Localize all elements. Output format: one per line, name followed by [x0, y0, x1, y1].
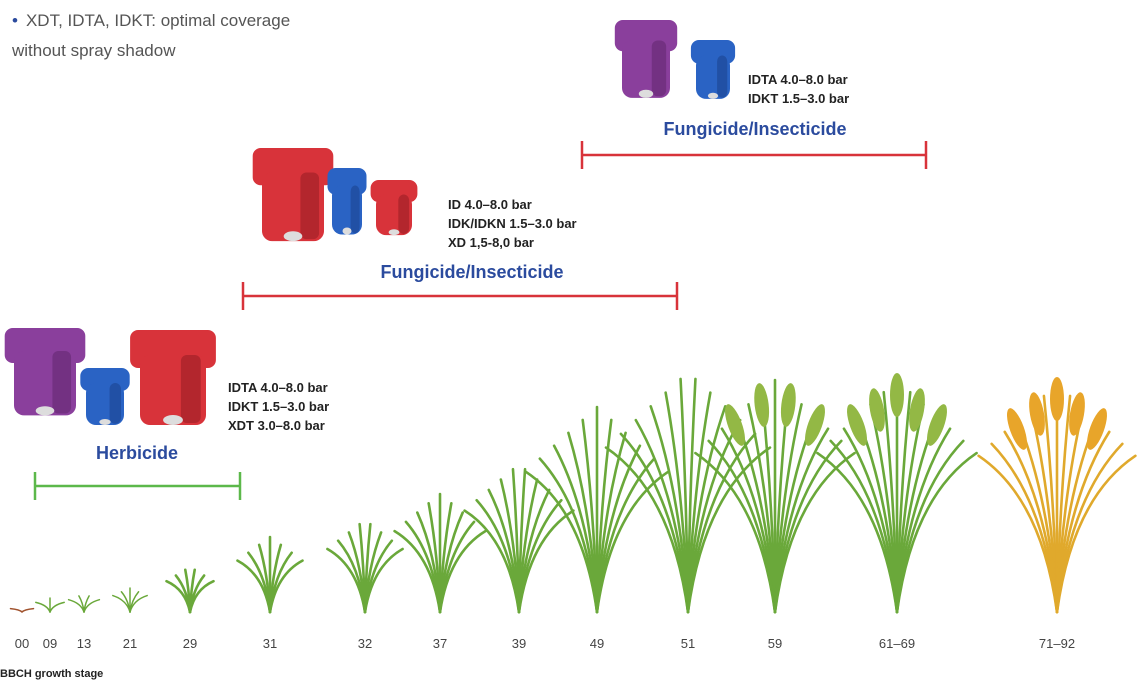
- leaf: [519, 500, 561, 612]
- leaf: [259, 545, 270, 612]
- stage-label: 13: [77, 636, 91, 651]
- nozzle-tip: [708, 93, 718, 99]
- stage-label: 00: [15, 636, 29, 651]
- nozzle: [615, 20, 677, 98]
- nozzle: [5, 328, 86, 415]
- stage-label: 09: [43, 636, 57, 651]
- ear: [1003, 406, 1031, 452]
- leaf: [583, 420, 597, 612]
- pressure-label: IDTA 4.0–8.0 bar: [748, 70, 848, 89]
- nozzle-shade: [110, 383, 121, 424]
- nozzle: [130, 330, 216, 425]
- nozzle: [691, 40, 735, 99]
- plant: [327, 524, 402, 612]
- leaf: [11, 609, 23, 612]
- pressure-label: XD 1,5-8,0 bar: [448, 233, 534, 252]
- plant: [238, 537, 303, 612]
- nozzle-shade: [652, 41, 666, 97]
- leaf: [36, 602, 50, 612]
- illustration: [0, 0, 1137, 684]
- ear: [890, 373, 904, 417]
- stage-label: 37: [433, 636, 447, 651]
- plant: [979, 377, 1136, 612]
- nozzle: [80, 368, 129, 425]
- application-label: Herbicide: [96, 443, 178, 464]
- ear: [721, 402, 749, 448]
- stage-label: 71–92: [1039, 636, 1075, 651]
- nozzle-tip: [639, 90, 653, 98]
- leaf: [79, 596, 84, 612]
- plant: [36, 598, 64, 612]
- nozzle: [371, 180, 418, 235]
- ear: [1050, 377, 1064, 421]
- ear: [923, 402, 951, 448]
- nozzle-tip: [99, 419, 110, 425]
- stage-label: 29: [183, 636, 197, 651]
- nozzle-shade: [717, 56, 727, 98]
- bullet-dot: •XDT, IDTA, IDKT: optimal coverage witho…: [12, 6, 342, 66]
- infographic: •XDT, IDTA, IDKT: optimal coverage witho…: [0, 0, 1137, 684]
- nozzle-shade: [52, 351, 71, 414]
- plant: [69, 596, 100, 612]
- plant: [465, 469, 574, 612]
- nozzle-tip: [163, 415, 183, 425]
- leaf: [50, 602, 64, 612]
- stage-label: 59: [768, 636, 782, 651]
- plant: [11, 609, 34, 612]
- nozzle-tip: [284, 231, 303, 241]
- nozzle-shade: [181, 355, 201, 423]
- nozzle-tip: [343, 228, 352, 235]
- nozzle-shade: [398, 195, 409, 234]
- stage-label: 32: [358, 636, 372, 651]
- leaf: [121, 592, 130, 612]
- axis-label: BBCH growth stage: [0, 668, 103, 680]
- stage-label: 61–69: [879, 636, 915, 651]
- pressure-label: IDTA 4.0–8.0 bar: [228, 378, 328, 397]
- pressure-label: IDKT 1.5–3.0 bar: [748, 89, 849, 108]
- stage-label: 51: [681, 636, 695, 651]
- nozzle-shade: [300, 173, 319, 240]
- application-label: Fungicide/Insecticide: [380, 262, 563, 283]
- ear: [801, 402, 829, 448]
- nozzle-tip: [36, 406, 55, 415]
- leaf: [22, 609, 34, 612]
- pressure-label: ID 4.0–8.0 bar: [448, 195, 532, 214]
- plant: [817, 373, 976, 612]
- stage-label: 39: [512, 636, 526, 651]
- nozzle-tip: [389, 229, 400, 235]
- plant: [113, 588, 147, 612]
- pressure-label: IDKT 1.5–3.0 bar: [228, 397, 329, 416]
- ear: [779, 382, 798, 427]
- nozzle: [328, 168, 367, 235]
- plant: [167, 570, 214, 612]
- nozzle: [253, 148, 334, 241]
- stage-label: 31: [263, 636, 277, 651]
- bullet-text: XDT, IDTA, IDKT: optimal coverage withou…: [12, 11, 290, 60]
- stage-label: 21: [123, 636, 137, 651]
- leaf: [554, 446, 597, 612]
- nozzle-shade: [351, 186, 360, 234]
- plant: [695, 380, 854, 612]
- ear: [752, 382, 771, 427]
- stage-label: 49: [590, 636, 604, 651]
- plant: [526, 407, 669, 612]
- application-label: Fungicide/Insecticide: [663, 119, 846, 140]
- ear: [843, 402, 871, 448]
- leaf: [429, 503, 440, 612]
- pressure-label: IDK/IDKN 1.5–3.0 bar: [448, 214, 577, 233]
- pressure-label: XDT 3.0–8.0 bar: [228, 416, 325, 435]
- plant: [395, 494, 486, 612]
- leaf: [477, 500, 519, 612]
- ear: [1083, 406, 1111, 452]
